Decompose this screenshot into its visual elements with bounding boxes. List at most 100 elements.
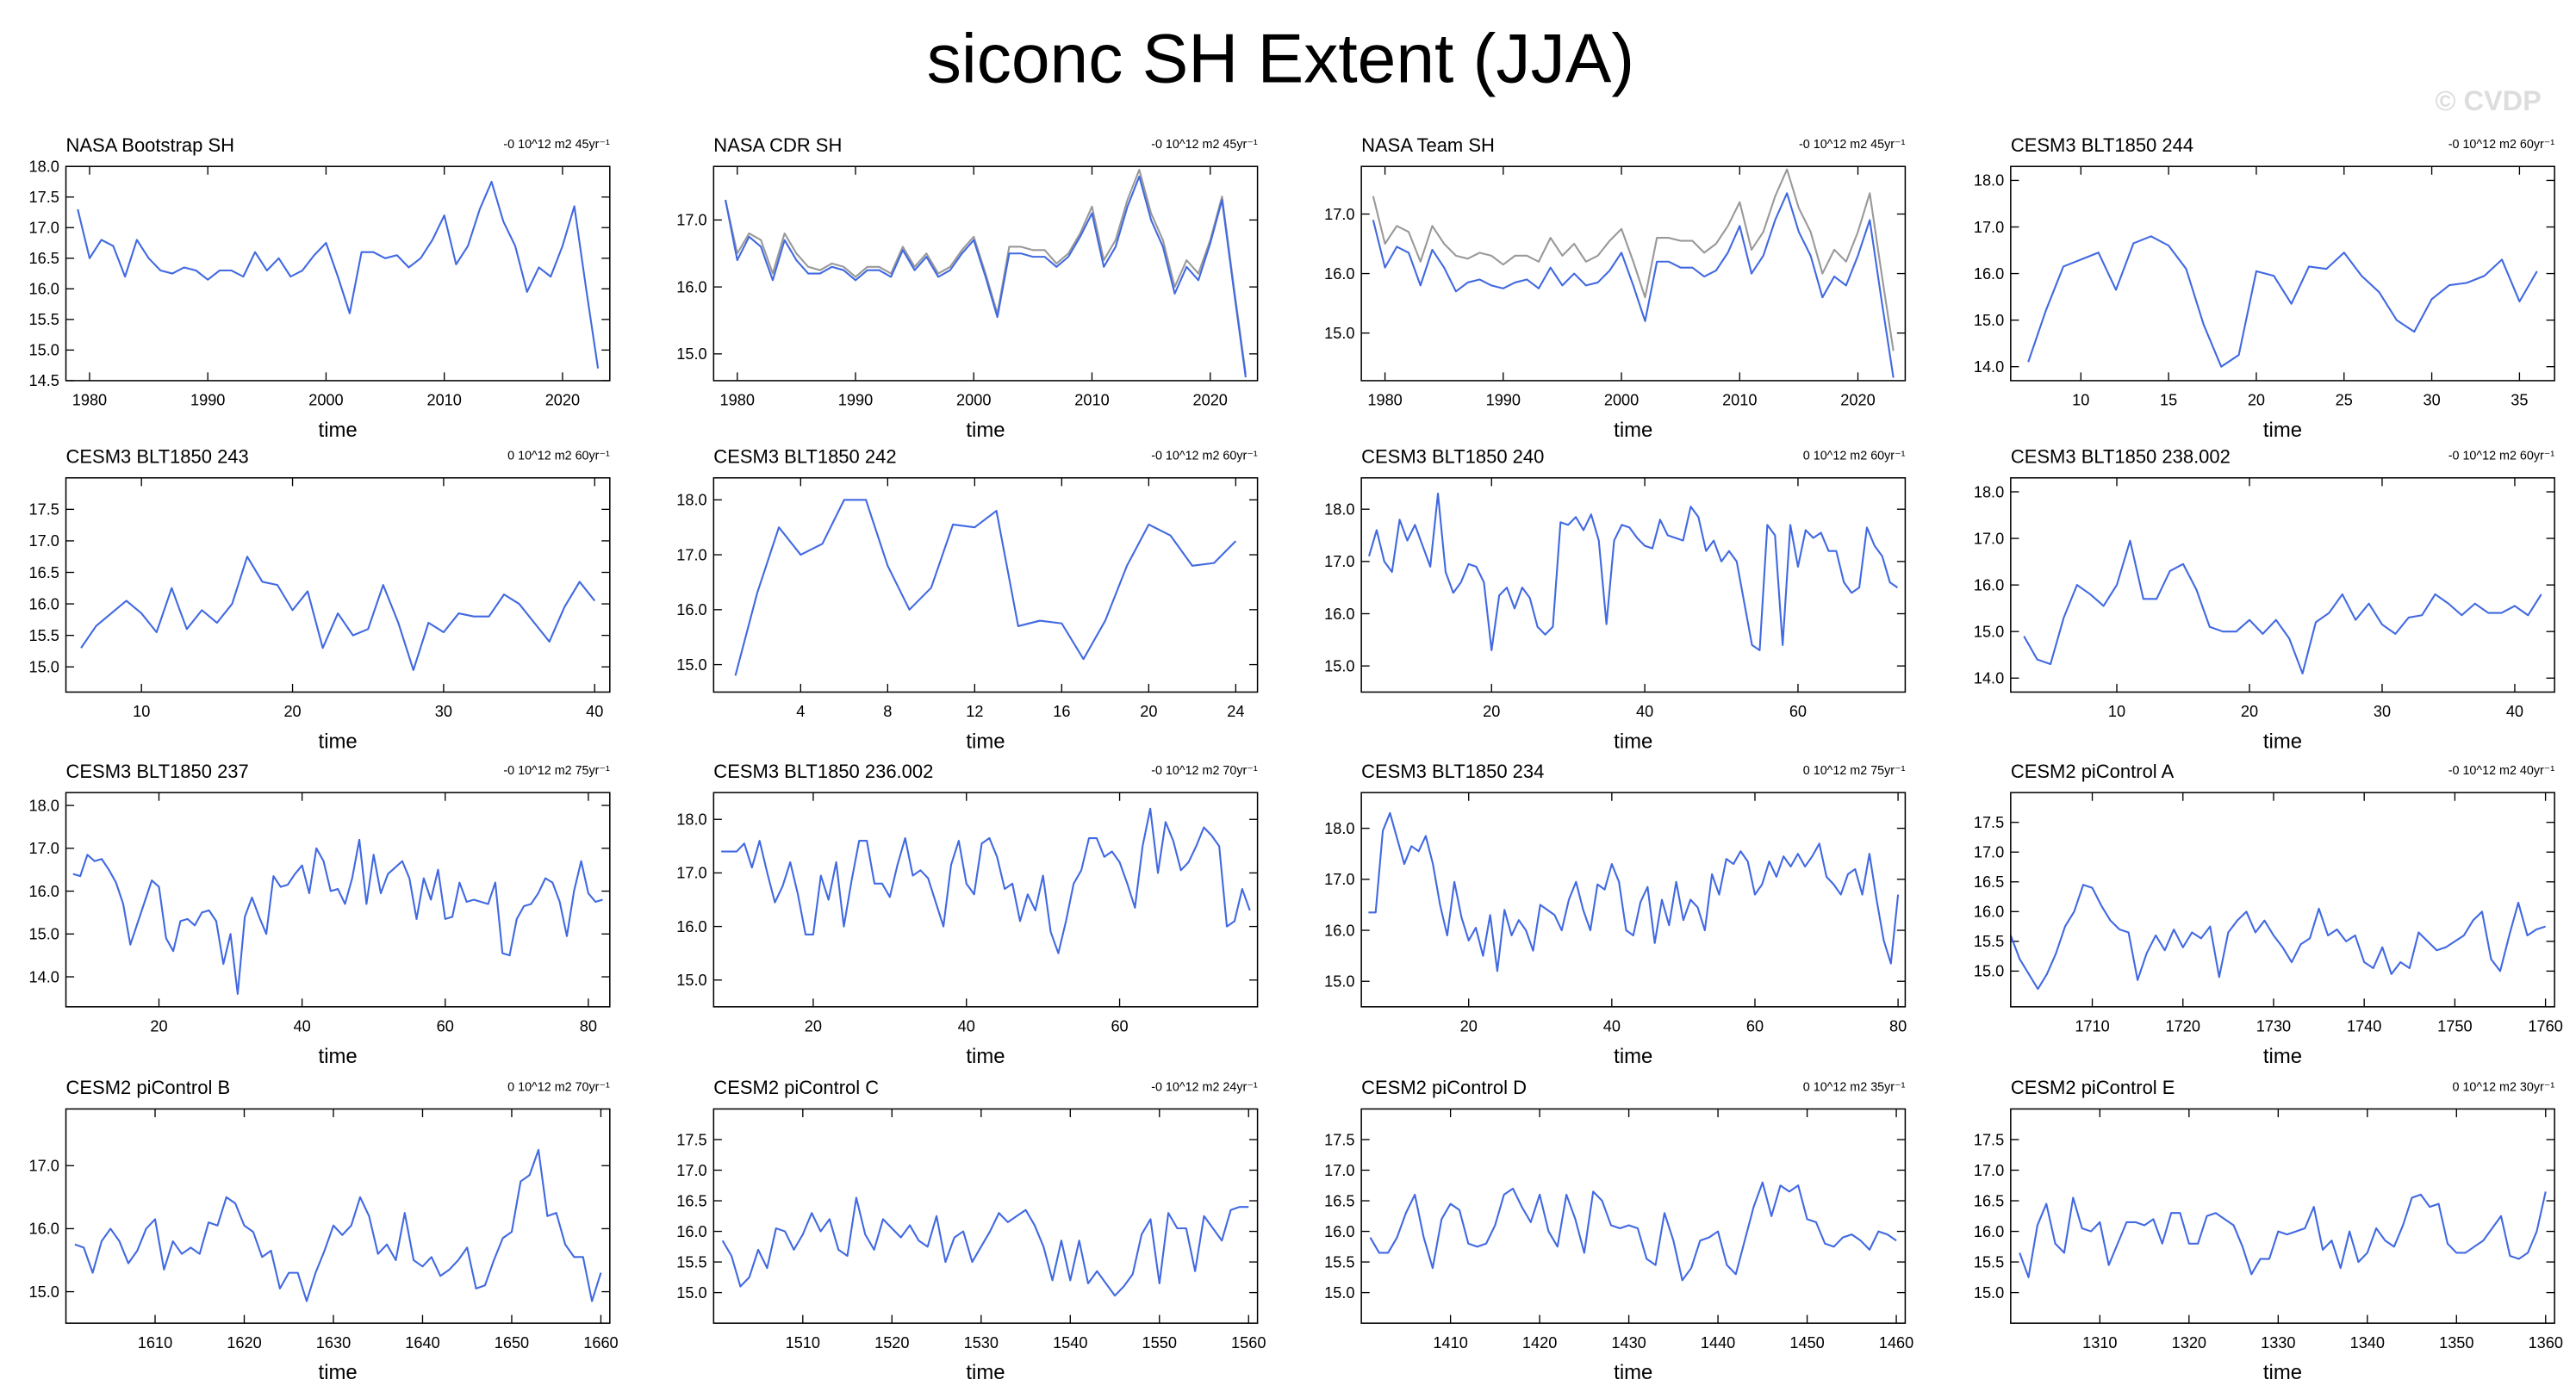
x-tick-label: 1440 — [1701, 1334, 1735, 1351]
y-tick-label: 18.0 — [676, 811, 706, 829]
x-tick-label: 1720 — [2166, 1018, 2200, 1035]
panel-subtitle: 0 10^12 m2 30yr⁻¹ — [2453, 1080, 2555, 1094]
y-tick-label: 15.0 — [29, 659, 59, 676]
y-tick-label: 16.0 — [1974, 904, 2004, 921]
series-line — [2019, 1191, 2547, 1278]
plot-frame — [1360, 1108, 1907, 1324]
x-tick-label: 8 — [883, 703, 892, 720]
y-tick-label: 17.0 — [1324, 553, 1354, 570]
y-tick-label: 16.5 — [1324, 1192, 1354, 1209]
x-tick-label: 35 — [2511, 392, 2528, 409]
y-tick-label: 15.5 — [1974, 1253, 2004, 1271]
panel-subtitle: -0 10^12 m2 45yr⁻¹ — [1799, 138, 1906, 152]
x-tick-label: 1550 — [1142, 1334, 1177, 1351]
panel-subtitle: 0 10^12 m2 60yr⁻¹ — [1803, 450, 1906, 463]
y-tick-label: 16.0 — [1324, 265, 1354, 283]
y-tick-label: 15.0 — [1324, 657, 1354, 674]
x-tick-label: 1460 — [1879, 1334, 1913, 1351]
y-tick-label: 17.5 — [29, 501, 59, 519]
y-tick-label: 15.0 — [676, 972, 706, 989]
series-line — [1372, 192, 1895, 378]
x-tick-label: 10 — [2072, 392, 2089, 409]
series-line — [77, 180, 600, 369]
y-tick-label: 16.0 — [676, 601, 706, 618]
y-tick-label: 15.5 — [676, 1253, 706, 1271]
y-tick-label: 14.0 — [29, 968, 59, 985]
x-tick-label: 60 — [1746, 1018, 1764, 1035]
x-tick-label: 2010 — [1074, 392, 1109, 409]
x-axis-label: time — [2263, 730, 2302, 754]
x-axis-label: time — [2263, 1045, 2302, 1068]
panel-subtitle: -0 10^12 m2 60yr⁻¹ — [1151, 450, 1258, 463]
y-tick-label: 16.0 — [29, 1221, 59, 1238]
plot-frame — [65, 165, 611, 382]
plot-frame — [712, 477, 1259, 693]
x-tick-label: 1710 — [2075, 1018, 2109, 1035]
y-tick-label: 17.0 — [29, 1158, 59, 1175]
y-tick-label: 15.0 — [29, 1283, 59, 1301]
panel-subtitle: 0 10^12 m2 35yr⁻¹ — [1803, 1080, 1906, 1094]
x-tick-label: 1660 — [583, 1334, 618, 1351]
series-line — [72, 838, 603, 995]
x-tick-label: 2020 — [545, 392, 580, 409]
panel-subtitle: 0 10^12 m2 60yr⁻¹ — [507, 450, 610, 463]
plot-frame — [1360, 165, 1907, 382]
panel-title: CESM2 piControl E — [2011, 1077, 2175, 1098]
series-line — [721, 1196, 1249, 1297]
plot-frame — [1360, 792, 1907, 1008]
y-tick-label: 15.0 — [29, 342, 59, 359]
y-tick-label: 17.5 — [1324, 1131, 1354, 1148]
x-tick-label: 1980 — [72, 392, 107, 409]
series-line — [734, 499, 1237, 676]
x-tick-label: 1520 — [874, 1334, 909, 1351]
y-tick-label: 15.0 — [1974, 1284, 2004, 1302]
y-tick-label: 18.0 — [1324, 500, 1354, 518]
panel-title: CESM3 BLT1850 236.002 — [713, 761, 933, 782]
panel-subtitle: 0 10^12 m2 70yr⁻¹ — [507, 1080, 610, 1094]
x-tick-label: 2000 — [956, 392, 991, 409]
panel-subtitle: -0 10^12 m2 60yr⁻¹ — [2448, 450, 2555, 463]
y-tick-label: 16.0 — [676, 278, 706, 295]
y-tick-label: 18.0 — [1324, 820, 1354, 837]
y-tick-label: 16.0 — [29, 281, 59, 298]
series-line — [2009, 884, 2546, 991]
x-tick-label: 30 — [2423, 392, 2440, 409]
x-tick-label: 30 — [435, 703, 452, 720]
x-tick-label: 40 — [1636, 703, 1653, 720]
x-tick-label: 1610 — [138, 1334, 172, 1351]
watermark: © CVDP — [2435, 85, 2541, 116]
y-tick-label: 16.5 — [1974, 873, 2004, 891]
panel-subtitle: -0 10^12 m2 24yr⁻¹ — [1151, 1080, 1258, 1094]
panel-title: CESM2 piControl D — [1361, 1077, 1527, 1098]
x-tick-label: 24 — [1227, 703, 1244, 720]
x-tick-label: 60 — [1789, 703, 1807, 720]
x-tick-label: 2000 — [308, 392, 343, 409]
x-tick-label: 40 — [2506, 703, 2523, 720]
plot-frame — [65, 1108, 611, 1324]
y-tick-label: 15.5 — [1324, 1253, 1354, 1271]
series-line — [80, 556, 596, 671]
x-tick-label: 20 — [1460, 1018, 1478, 1035]
x-axis-label: time — [2263, 1361, 2302, 1384]
y-tick-label: 15.5 — [29, 311, 59, 328]
x-tick-label: 2010 — [1722, 392, 1757, 409]
x-tick-label: 1450 — [1789, 1334, 1824, 1351]
y-tick-label: 15.5 — [29, 627, 59, 644]
x-tick-label: 1510 — [786, 1334, 820, 1351]
y-tick-label: 16.0 — [1324, 606, 1354, 623]
x-axis-label: time — [966, 419, 1005, 442]
figure-title: siconc SH Extent (JJA) — [927, 21, 1634, 98]
plot-frame — [712, 1108, 1259, 1324]
x-tick-label: 30 — [2374, 703, 2391, 720]
x-tick-label: 20 — [150, 1018, 167, 1035]
x-axis-label: time — [319, 1361, 358, 1384]
y-tick-label: 16.0 — [1974, 1223, 2004, 1240]
y-tick-label: 16.5 — [29, 250, 59, 267]
x-axis-label: time — [1614, 419, 1652, 442]
x-tick-label: 16 — [1053, 703, 1070, 720]
x-axis-label: time — [2263, 419, 2302, 442]
x-tick-label: 10 — [2108, 703, 2125, 720]
y-tick-label: 16.0 — [1974, 265, 2004, 283]
y-tick-label: 17.0 — [1324, 1162, 1354, 1179]
